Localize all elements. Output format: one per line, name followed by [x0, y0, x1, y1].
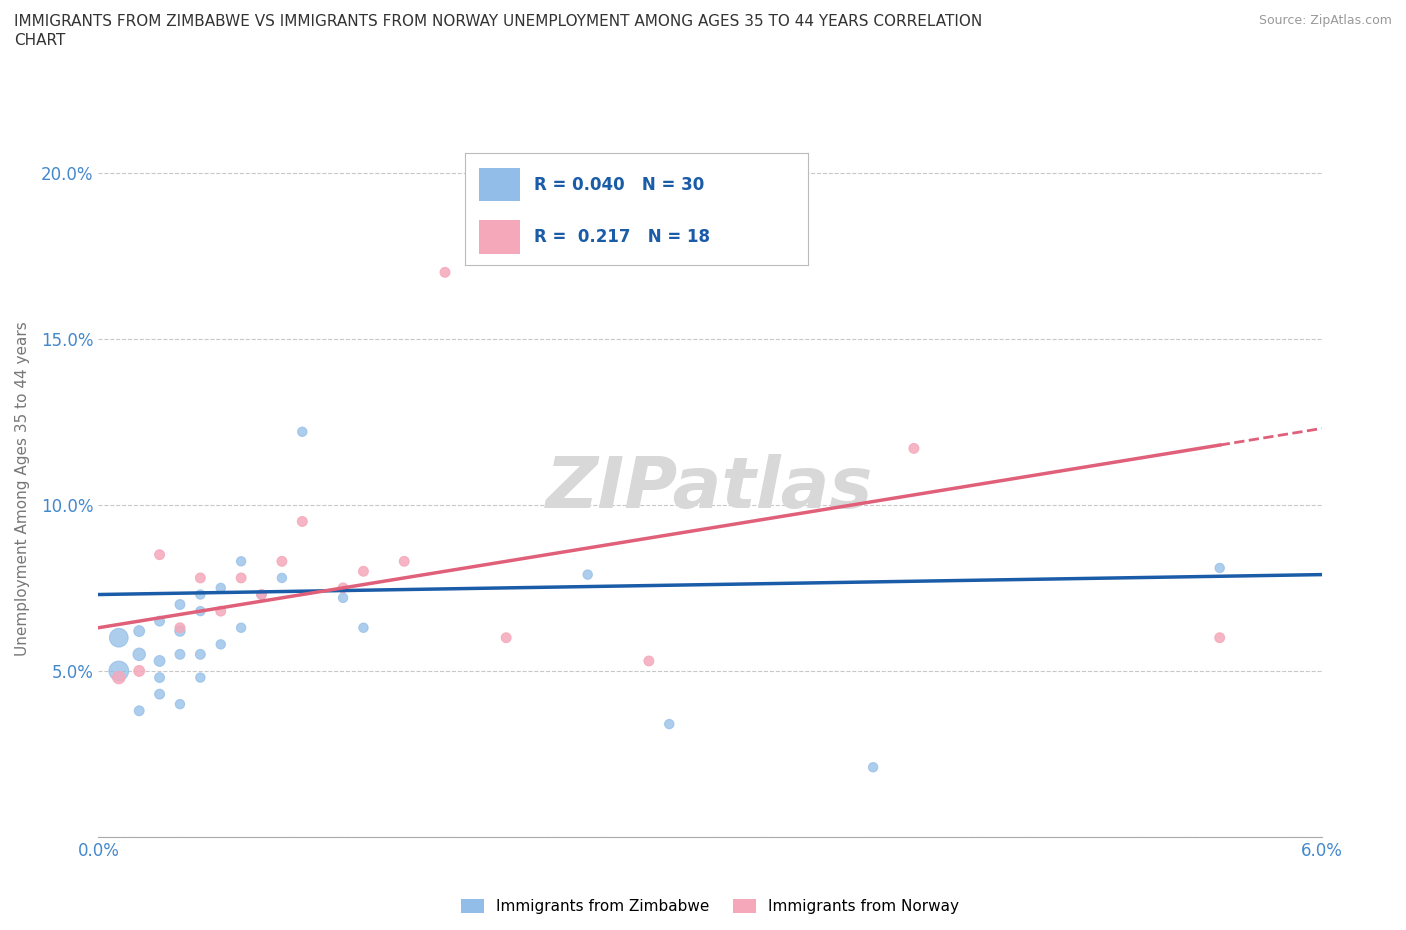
Point: [332, 580, 354, 595]
Point: [270, 554, 292, 569]
Text: Source: ZipAtlas.com: Source: ZipAtlas.com: [1258, 14, 1392, 27]
Point: [433, 265, 456, 280]
Point: [209, 637, 232, 652]
Point: [149, 671, 172, 685]
Point: [128, 624, 150, 639]
Point: [169, 624, 191, 639]
Point: [270, 570, 292, 585]
Point: [352, 620, 374, 635]
Point: [149, 614, 172, 629]
Point: [169, 620, 191, 635]
Point: [149, 686, 172, 701]
Point: [128, 663, 150, 678]
Point: [169, 697, 191, 711]
Point: [637, 654, 661, 669]
Point: [128, 703, 150, 718]
Point: [188, 671, 212, 685]
Point: [188, 570, 212, 585]
Point: [392, 554, 416, 569]
Point: [108, 631, 131, 645]
Point: [231, 554, 253, 569]
Point: [209, 604, 232, 618]
Point: [231, 620, 253, 635]
Point: [291, 514, 314, 529]
Point: [495, 631, 517, 645]
Point: [352, 564, 374, 578]
Point: [149, 547, 172, 562]
Point: [903, 441, 925, 456]
Point: [1208, 631, 1232, 645]
Point: [291, 424, 314, 439]
Point: [658, 717, 681, 732]
Point: [128, 647, 150, 662]
Point: [576, 567, 599, 582]
Point: [188, 587, 212, 602]
Point: [250, 587, 273, 602]
Point: [108, 663, 131, 678]
Point: [332, 591, 354, 605]
Point: [209, 580, 232, 595]
Point: [108, 671, 131, 685]
Point: [169, 647, 191, 662]
Point: [231, 570, 253, 585]
Point: [169, 597, 191, 612]
Legend: Immigrants from Zimbabwe, Immigrants from Norway: Immigrants from Zimbabwe, Immigrants fro…: [456, 893, 965, 920]
Text: IMMIGRANTS FROM ZIMBABWE VS IMMIGRANTS FROM NORWAY UNEMPLOYMENT AMONG AGES 35 TO: IMMIGRANTS FROM ZIMBABWE VS IMMIGRANTS F…: [14, 14, 983, 29]
Point: [149, 654, 172, 669]
Point: [188, 604, 212, 618]
Text: CHART: CHART: [14, 33, 66, 47]
Text: ZIPatlas: ZIPatlas: [547, 454, 873, 523]
Point: [862, 760, 884, 775]
Point: [188, 647, 212, 662]
Point: [1208, 561, 1232, 576]
Y-axis label: Unemployment Among Ages 35 to 44 years: Unemployment Among Ages 35 to 44 years: [15, 321, 30, 656]
Point: [250, 587, 273, 602]
